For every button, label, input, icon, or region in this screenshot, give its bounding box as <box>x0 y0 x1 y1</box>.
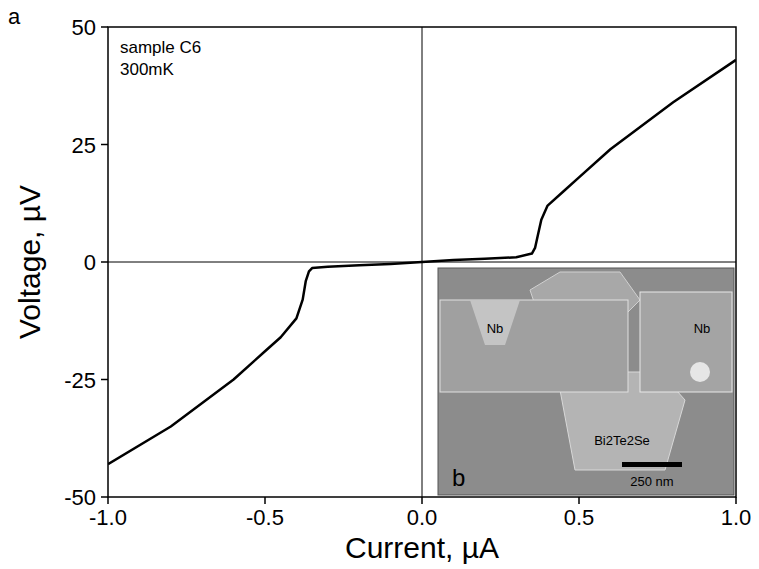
y-tick <box>101 26 108 28</box>
plot-frame <box>108 27 736 497</box>
inset-text: Bi2Te2Se <box>594 433 650 448</box>
particle <box>690 362 710 382</box>
inset-text: Nb <box>694 321 711 336</box>
x-tick <box>107 497 109 504</box>
y-tick <box>101 261 108 263</box>
electrode-right <box>640 292 732 392</box>
inset-label: b <box>452 464 465 491</box>
y-tick <box>101 496 108 498</box>
x-tick <box>578 497 580 504</box>
inset-text: Nb <box>487 321 504 336</box>
contact-left <box>470 300 520 345</box>
x-tick-label: -0.5 <box>246 505 284 530</box>
scale-bar <box>622 462 682 467</box>
y-tick <box>101 379 108 381</box>
inset: Nb Nb Bi2Te2Se 250 nm b <box>438 268 734 495</box>
y-tick-label: 50 <box>72 15 96 40</box>
x-tick-label: 1.0 <box>721 505 752 530</box>
y-tick-label: 0 <box>84 250 96 275</box>
y-axis-title: Voltage, µV <box>13 185 46 339</box>
chart: -1.0-0.50.00.51.0-50-2502550Current, µAV… <box>0 0 759 569</box>
x-tick-label: 0.0 <box>407 505 438 530</box>
annotation: 300mK <box>120 60 175 79</box>
x-tick <box>735 497 737 504</box>
y-tick <box>101 144 108 146</box>
panel-label: a <box>8 4 21 29</box>
y-tick-label: -50 <box>64 485 96 510</box>
scale-bar-label: 250 nm <box>630 474 673 489</box>
x-axis-title: Current, µA <box>345 531 499 564</box>
electrode-left <box>440 300 628 392</box>
inset-background <box>438 268 734 495</box>
x-tick <box>421 497 423 504</box>
y-tick-label: -25 <box>64 368 96 393</box>
y-tick-label: 25 <box>72 133 96 158</box>
x-tick <box>264 497 266 504</box>
annotation: sample C6 <box>120 38 201 57</box>
x-tick-label: 0.5 <box>564 505 595 530</box>
